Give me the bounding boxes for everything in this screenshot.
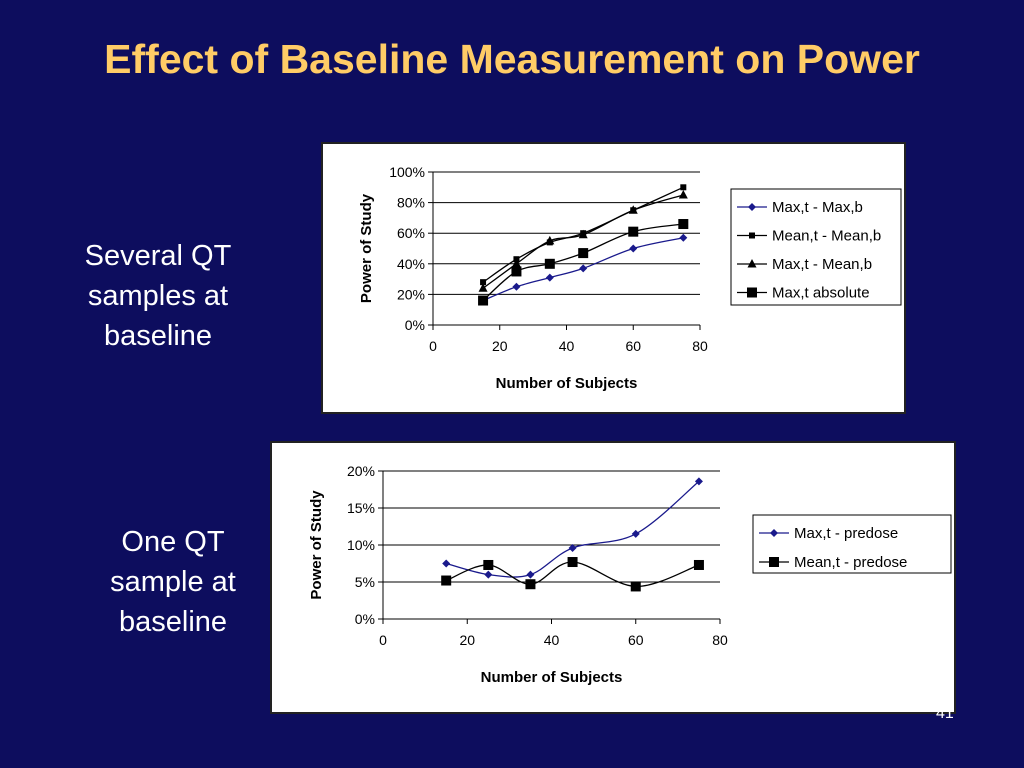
legend-label: Mean,t - Mean,b [772, 228, 881, 245]
data-point [480, 279, 487, 286]
legend-item: Mean,t - predose [759, 554, 907, 571]
data-point [441, 575, 452, 586]
label-one-qt-sample: One QT sample at baseline [78, 522, 268, 642]
legend-label: Mean,t - predose [794, 554, 907, 571]
series-3 [478, 189, 688, 292]
series-1 [479, 233, 688, 305]
legend-marker [748, 203, 756, 211]
series-1 [442, 477, 703, 579]
legend-marker [747, 259, 757, 268]
data-point [512, 282, 521, 291]
data-point [478, 283, 488, 292]
data-point [694, 477, 703, 486]
x-tick-label: 40 [544, 632, 560, 648]
y-tick-label: 60% [397, 225, 425, 241]
power-chart-several-samples: 0% 20% 40% 60% 80% 100% 0 20 40 60 80 Number of Sub… [358, 164, 902, 392]
legend-item: Max,t absolute [737, 285, 870, 302]
legend-label: Max,t - Max,b [772, 199, 863, 216]
label-several-qt-samples: Several QT samples at baseline [58, 236, 258, 356]
y-tick-label: 20% [347, 463, 375, 479]
series-line [482, 237, 684, 302]
slide-number: 41 [936, 705, 954, 722]
legend: Max,t - predose Mean,t - predose [752, 514, 952, 574]
x-tick-label: 20 [459, 632, 475, 648]
legend: Max,t - Max,b Mean,t - Mean,b Max,t - Mean… [730, 188, 902, 306]
legend-marker [769, 557, 779, 567]
legend-label: Max,t absolute [772, 285, 870, 302]
data-point [511, 258, 521, 268]
chart-panel-several-samples: 0% 20% 40% 60% 80% 100% 0 20 40 60 80 Number of Sub… [321, 142, 906, 414]
data-point [578, 248, 589, 259]
y-tick-label: 0% [355, 611, 375, 627]
data-point [525, 579, 536, 590]
label-line: Several QT [84, 240, 232, 272]
data-point [693, 559, 704, 570]
y-tick-label: 80% [397, 195, 425, 211]
legend-label: Max,t - Mean,b [772, 256, 872, 273]
legend-item: Mean,t - Mean,b [737, 228, 881, 245]
x-tick-label: 0 [429, 338, 437, 354]
data-point [678, 219, 689, 230]
legend-item: Max,t - Mean,b [737, 256, 872, 273]
y-tick-label: 15% [347, 500, 375, 516]
legend-marker [770, 529, 778, 537]
data-point [442, 559, 451, 568]
data-point [544, 258, 555, 269]
label-line: One QT [121, 526, 225, 558]
data-point [484, 570, 493, 579]
x-tick-label: 80 [692, 338, 708, 354]
data-point [578, 229, 588, 239]
x-axis-label: Number of Subjects [481, 669, 623, 686]
data-point [628, 205, 638, 214]
data-point [628, 226, 639, 237]
chart-panel-one-sample: 0% 5% 10% 15% 20% 0 20 40 60 80 Number of Subjects… [270, 441, 956, 714]
legend-item: Max,t - predose [759, 525, 898, 542]
y-axis-label: Power of Study [308, 490, 325, 600]
y-tick-label: 10% [347, 537, 375, 553]
data-point [483, 559, 494, 570]
data-point [568, 543, 577, 552]
y-tick-label: 100% [389, 164, 425, 180]
y-tick-label: 40% [397, 256, 425, 272]
x-tick-label: 60 [625, 338, 641, 354]
data-point [631, 529, 640, 538]
data-point [511, 266, 522, 277]
legend-frame [752, 514, 952, 574]
legend-marker [749, 232, 755, 239]
data-point [545, 235, 555, 245]
x-axis-label: Number of Subjects [496, 375, 638, 392]
y-tick-label: 5% [355, 574, 375, 590]
slide-title: Effect of Baseline Measurement on Power [104, 36, 920, 82]
label-line: samples at [87, 280, 229, 312]
data-point [545, 273, 554, 282]
y-tick-label: 0% [405, 317, 425, 333]
series-2 [441, 557, 704, 592]
data-point [629, 244, 638, 253]
x-tick-label: 40 [559, 338, 575, 354]
x-tick-label: 0 [379, 632, 387, 648]
data-point [678, 189, 688, 199]
legend-label: Max,t - predose [794, 525, 898, 542]
legend-marker [747, 287, 757, 298]
x-tick-label: 80 [712, 632, 728, 648]
power-chart-one-sample: 0% 5% 10% 15% 20% 0 20 40 60 80 Number of Subjects… [308, 463, 952, 686]
y-tick-label: 20% [397, 286, 425, 302]
data-point [630, 581, 641, 592]
legend-frame [730, 188, 902, 306]
series-4 [478, 219, 689, 306]
data-point [680, 184, 687, 191]
x-tick-label: 60 [628, 632, 644, 648]
label-line: baseline [118, 606, 228, 638]
data-point [679, 233, 688, 242]
y-axis-label: Power of Study [358, 193, 375, 303]
x-tick-label: 20 [492, 338, 508, 354]
data-point [478, 295, 489, 306]
data-point [579, 264, 588, 273]
label-line: baseline [103, 320, 213, 352]
legend-item: Max,t - Max,b [737, 199, 863, 216]
data-point [567, 557, 578, 568]
label-line: sample at [110, 566, 236, 598]
data-point [526, 570, 535, 579]
